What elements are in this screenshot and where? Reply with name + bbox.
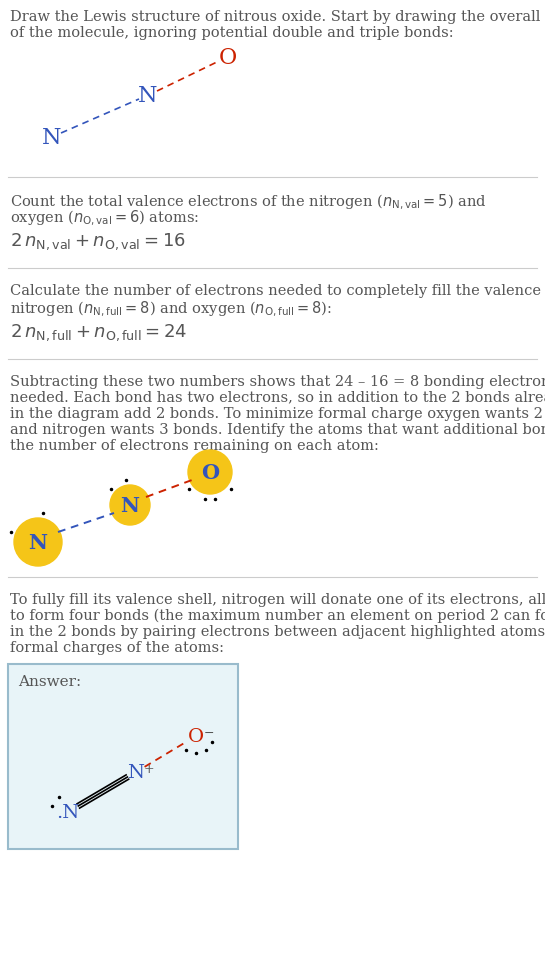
Text: Subtracting these two numbers shows that 24 – 16 = 8 bonding electrons are: Subtracting these two numbers shows that… xyxy=(10,375,545,389)
Text: Calculate the number of electrons needed to completely fill the valence shells f: Calculate the number of electrons needed… xyxy=(10,284,545,297)
Text: $2\,n_{\mathrm{N,val}} + n_{\mathrm{O,val}} = 16$: $2\,n_{\mathrm{N,val}} + n_{\mathrm{O,va… xyxy=(10,231,186,252)
Text: of the molecule, ignoring potential double and triple bonds:: of the molecule, ignoring potential doub… xyxy=(10,26,453,40)
Text: N: N xyxy=(28,533,47,553)
Text: oxygen ($n_{\mathrm{O,val}} = 6$) atoms:: oxygen ($n_{\mathrm{O,val}} = 6$) atoms: xyxy=(10,209,199,228)
Circle shape xyxy=(14,518,62,566)
Text: O: O xyxy=(201,462,219,482)
Text: the number of electrons remaining on each atom:: the number of electrons remaining on eac… xyxy=(10,438,379,453)
FancyBboxPatch shape xyxy=(8,664,238,849)
Text: needed. Each bond has two electrons, so in addition to the 2 bonds already prese: needed. Each bond has two electrons, so … xyxy=(10,391,545,405)
Text: $2\,n_{\mathrm{N,full}} + n_{\mathrm{O,full}} = 24$: $2\,n_{\mathrm{N,full}} + n_{\mathrm{O,f… xyxy=(10,322,187,342)
Circle shape xyxy=(110,485,150,525)
Text: O: O xyxy=(219,47,237,69)
Text: Draw the Lewis structure of nitrous oxide. Start by drawing the overall structur: Draw the Lewis structure of nitrous oxid… xyxy=(10,10,545,24)
Text: −: − xyxy=(204,726,215,740)
Text: +: + xyxy=(144,762,155,775)
Text: to form four bonds (the maximum number an element on period 2 can form). Fill: to form four bonds (the maximum number a… xyxy=(10,608,545,622)
Text: To fully fill its valence shell, nitrogen will donate one of its electrons, allo: To fully fill its valence shell, nitroge… xyxy=(10,593,545,606)
Text: O: O xyxy=(188,727,204,745)
Text: N: N xyxy=(128,763,144,781)
Text: in the diagram add 2 bonds. To minimize formal charge oxygen wants 2 bonds: in the diagram add 2 bonds. To minimize … xyxy=(10,407,545,420)
Text: Count the total valence electrons of the nitrogen ($n_{\mathrm{N,val}} = 5$) and: Count the total valence electrons of the… xyxy=(10,193,487,213)
Text: and nitrogen wants 3 bonds. Identify the atoms that want additional bonds and: and nitrogen wants 3 bonds. Identify the… xyxy=(10,422,545,436)
Text: N: N xyxy=(120,496,140,516)
Text: N: N xyxy=(138,85,158,107)
Text: formal charges of the atoms:: formal charges of the atoms: xyxy=(10,640,224,655)
Text: N: N xyxy=(43,127,62,149)
Text: Answer:: Answer: xyxy=(18,675,81,688)
Text: .N: .N xyxy=(56,803,80,821)
Text: in the 2 bonds by pairing electrons between adjacent highlighted atoms, noting t: in the 2 bonds by pairing electrons betw… xyxy=(10,624,545,639)
Circle shape xyxy=(188,451,232,495)
Text: nitrogen ($n_{\mathrm{N,full}} = 8$) and oxygen ($n_{\mathrm{O,full}} = 8$):: nitrogen ($n_{\mathrm{N,full}} = 8$) and… xyxy=(10,299,332,319)
